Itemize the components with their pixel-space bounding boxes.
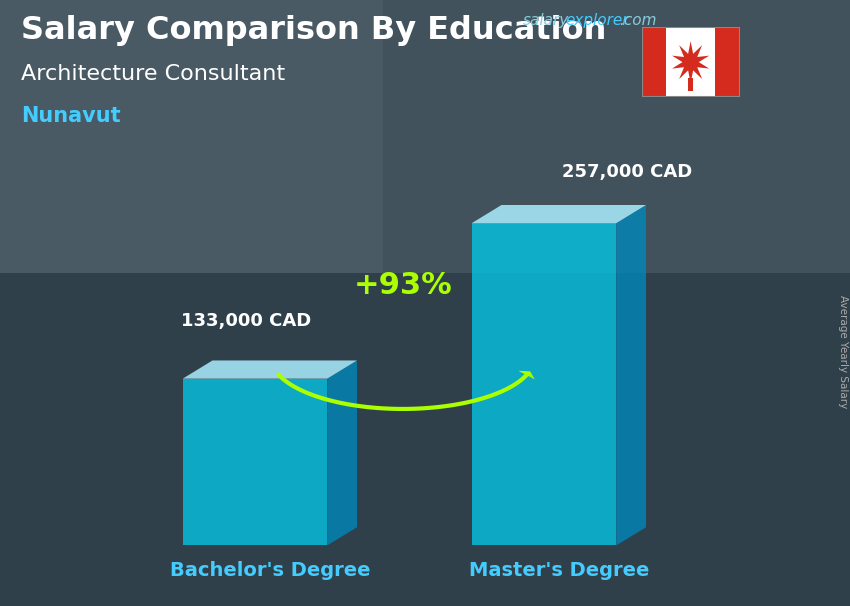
Bar [688,79,694,91]
Polygon shape [183,379,327,545]
Polygon shape [518,371,535,379]
Bar [715,27,740,97]
Polygon shape [472,205,646,223]
Text: Bachelor's Degree: Bachelor's Degree [170,561,370,579]
Text: +93%: +93% [354,271,452,300]
Text: explorer: explorer [565,13,629,28]
Bar [642,27,666,97]
Polygon shape [183,361,357,379]
Bar [382,0,850,273]
Polygon shape [472,223,616,545]
Text: .com: .com [619,13,656,28]
Polygon shape [672,41,709,83]
Bar [0,273,850,606]
Polygon shape [616,205,646,545]
Text: 133,000 CAD: 133,000 CAD [181,312,312,330]
Text: Nunavut: Nunavut [21,106,121,126]
Text: 257,000 CAD: 257,000 CAD [562,163,692,181]
Text: salary: salary [523,13,569,28]
Text: Master's Degree: Master's Degree [468,561,649,579]
Text: Average Yearly Salary: Average Yearly Salary [838,295,848,408]
Text: Salary Comparison By Education: Salary Comparison By Education [21,15,607,46]
Text: Architecture Consultant: Architecture Consultant [21,64,286,84]
Polygon shape [327,361,357,545]
Bar [0,0,382,273]
